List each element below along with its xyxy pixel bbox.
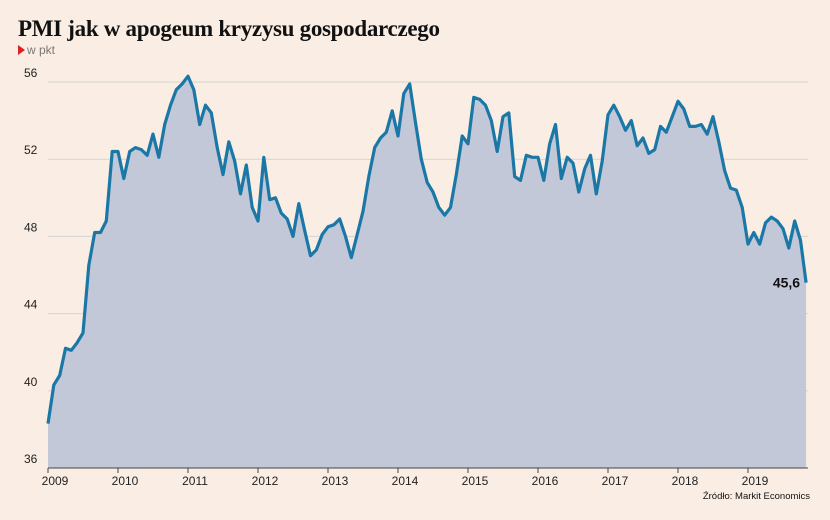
x-tick-label: 2013 — [322, 474, 349, 488]
x-tick-label: 2009 — [42, 474, 69, 488]
unit-text: w pkt — [27, 43, 56, 57]
x-tick-label: 2019 — [742, 474, 769, 488]
y-tick-label: 52 — [24, 143, 38, 157]
x-tick-label: 2014 — [392, 474, 419, 488]
x-tick-label: 2016 — [532, 474, 559, 488]
x-tick-label: 2012 — [252, 474, 279, 488]
x-tick-label: 2018 — [672, 474, 699, 488]
area-fill — [48, 76, 807, 468]
x-tick-label: 2017 — [602, 474, 629, 488]
x-axis: 2009 2010 2011 2012 2013 2014 2015 2016 2017 2018… — [42, 467, 808, 488]
last-value-label: 45,6 — [773, 275, 800, 291]
y-tick-label: 56 — [24, 66, 38, 80]
chart-title: PMI jak w apogeum kryzysu gospodarczego — [18, 16, 440, 41]
triangle-marker-icon — [18, 45, 25, 55]
y-tick-label: 36 — [24, 452, 38, 466]
x-tick-label: 2010 — [112, 474, 139, 488]
series-line — [46, 74, 808, 424]
y-tick-label: 44 — [24, 298, 38, 312]
unit-label: w pkt — [18, 43, 55, 57]
y-tick-label: 40 — [24, 375, 38, 389]
y-tick-label: 48 — [24, 220, 38, 234]
x-tick-label: 2015 — [462, 474, 489, 488]
y-axis: 36 40 44 48 52 56 — [24, 66, 38, 466]
x-tick-label: 2011 — [182, 474, 208, 488]
source-note: Źródło: Markit Economics — [702, 491, 810, 502]
